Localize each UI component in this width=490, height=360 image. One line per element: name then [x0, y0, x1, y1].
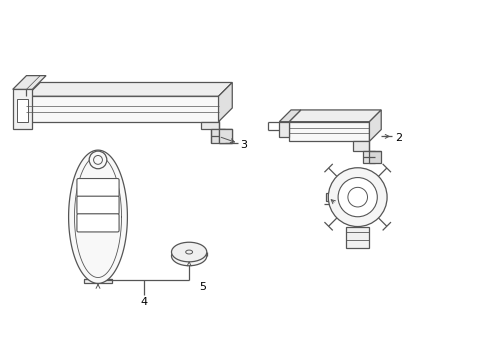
Circle shape [338, 177, 377, 217]
Polygon shape [363, 151, 375, 163]
Polygon shape [219, 129, 232, 143]
Text: 4: 4 [140, 297, 147, 307]
Polygon shape [26, 82, 232, 96]
Text: 3: 3 [240, 140, 247, 150]
Polygon shape [289, 122, 369, 141]
Text: 2: 2 [395, 133, 402, 143]
Text: 5: 5 [199, 282, 206, 292]
Text: 1: 1 [340, 201, 347, 211]
Polygon shape [219, 82, 232, 122]
Polygon shape [201, 122, 219, 129]
Polygon shape [13, 89, 32, 129]
FancyBboxPatch shape [77, 214, 119, 232]
Polygon shape [219, 129, 232, 143]
Polygon shape [84, 279, 112, 283]
Circle shape [328, 168, 387, 226]
Polygon shape [353, 141, 369, 151]
FancyBboxPatch shape [77, 196, 119, 214]
Polygon shape [13, 76, 46, 89]
Polygon shape [279, 110, 301, 122]
Polygon shape [69, 150, 127, 283]
Circle shape [89, 151, 107, 169]
Ellipse shape [172, 246, 207, 266]
Polygon shape [289, 110, 381, 122]
Polygon shape [279, 122, 289, 138]
Polygon shape [326, 193, 346, 201]
Polygon shape [17, 99, 28, 122]
Polygon shape [346, 226, 369, 248]
FancyBboxPatch shape [77, 179, 119, 197]
Polygon shape [26, 96, 219, 122]
Ellipse shape [172, 242, 207, 262]
Polygon shape [369, 151, 381, 163]
Polygon shape [369, 110, 381, 141]
Polygon shape [211, 129, 225, 143]
